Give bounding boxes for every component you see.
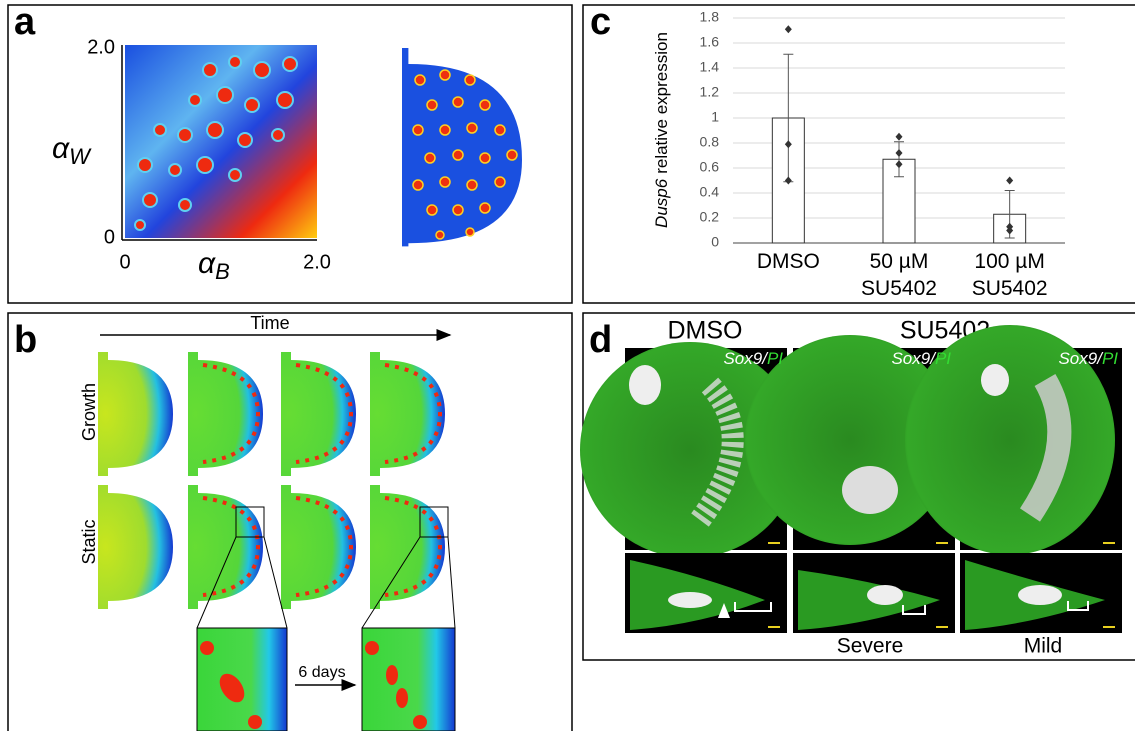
panel-label: c xyxy=(590,1,611,43)
tick-label: 2.0 xyxy=(87,36,115,58)
stain-label: Sox9/PI xyxy=(723,349,783,368)
y-axis-text: relative expression xyxy=(652,32,671,174)
axis-subscript: W xyxy=(69,144,92,169)
tick-label: 0 xyxy=(104,226,115,248)
data-point xyxy=(896,149,903,157)
stain-marker: Sox9 xyxy=(1058,349,1097,368)
y-tick-label: 1.8 xyxy=(700,9,720,25)
y-tick-label: 0.8 xyxy=(700,134,720,150)
axis-label: αB xyxy=(198,247,230,284)
x-tick-label: DMSO xyxy=(733,248,843,275)
y-tick-label: 0.2 xyxy=(700,209,720,225)
y-tick-label: 0.6 xyxy=(700,159,720,175)
figure-canvas: a 2.0 0 0 2.0 αW αB b Time Growth Static xyxy=(0,0,1135,731)
y-axis-label: Dusp6 relative expression xyxy=(652,32,671,228)
stain-label: Sox9/PI xyxy=(1058,349,1118,368)
panel-label: a xyxy=(14,1,36,43)
phase-diagram xyxy=(125,45,317,238)
phenotype-label: Severe xyxy=(837,635,904,658)
y-tick-label: 1 xyxy=(711,109,719,125)
axis-symbol: α xyxy=(52,132,70,165)
row-label: Growth xyxy=(79,383,99,441)
y-tick-label: 0 xyxy=(711,234,719,250)
stain-counterstain: PI xyxy=(1102,349,1118,368)
phenotype-label: Mild xyxy=(1024,635,1063,658)
y-tick-label: 1.2 xyxy=(700,84,720,100)
axis-symbol: α xyxy=(198,247,216,280)
group-label: DMSO xyxy=(668,317,743,345)
simulation-row xyxy=(98,352,445,609)
axis-label: αW xyxy=(52,132,92,169)
stain-counterstain: PI xyxy=(935,349,951,368)
tick-label: 2.0 xyxy=(303,251,331,273)
micrograph-row xyxy=(580,325,1122,633)
arrow-label: 6 days xyxy=(298,664,345,681)
y-tick-label: 0.4 xyxy=(700,184,720,200)
data-point xyxy=(896,133,903,141)
gene-name: Dusp6 xyxy=(652,178,671,228)
panel-label: b xyxy=(14,319,37,361)
row-label: Static xyxy=(79,519,99,564)
panel-label: d xyxy=(589,319,612,361)
y-tick-label: 1.6 xyxy=(700,34,720,50)
figure: a 2.0 0 0 2.0 αW αB b Time Growth Static xyxy=(0,0,1135,731)
stain-counterstain: PI xyxy=(767,349,783,368)
data-point xyxy=(785,25,792,33)
stain-label: Sox9/PI xyxy=(891,349,951,368)
x-tick-label: 100 µM SU5402 xyxy=(955,248,1065,302)
tick-label: 0 xyxy=(119,251,130,273)
stain-labels: Sox9/PI Sox9/PI Sox9/PI xyxy=(723,349,1118,368)
x-tick-label: 50 µM SU5402 xyxy=(844,248,954,302)
y-tick-label: 1.4 xyxy=(700,59,720,75)
time-label: Time xyxy=(250,313,289,333)
data-point xyxy=(1006,177,1013,185)
stain-marker: Sox9 xyxy=(891,349,930,368)
axis-subscript: B xyxy=(215,259,230,284)
stain-marker: Sox9 xyxy=(723,349,762,368)
